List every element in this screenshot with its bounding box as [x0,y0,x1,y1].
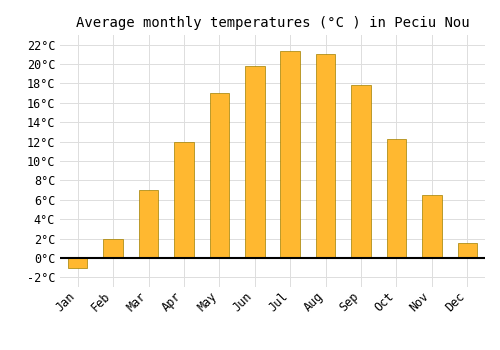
Bar [316,54,336,258]
Bar [352,85,371,258]
Bar [422,195,442,258]
Bar [280,51,300,258]
Bar [104,239,123,258]
Title: Average monthly temperatures (°C ) in Peciu Nou: Average monthly temperatures (°C ) in Pe… [76,16,469,30]
Bar [139,190,158,258]
Bar [68,258,87,268]
Bar [245,66,264,258]
Bar [386,139,406,258]
Bar [174,142,194,258]
Bar [210,93,229,258]
Bar [458,243,477,258]
